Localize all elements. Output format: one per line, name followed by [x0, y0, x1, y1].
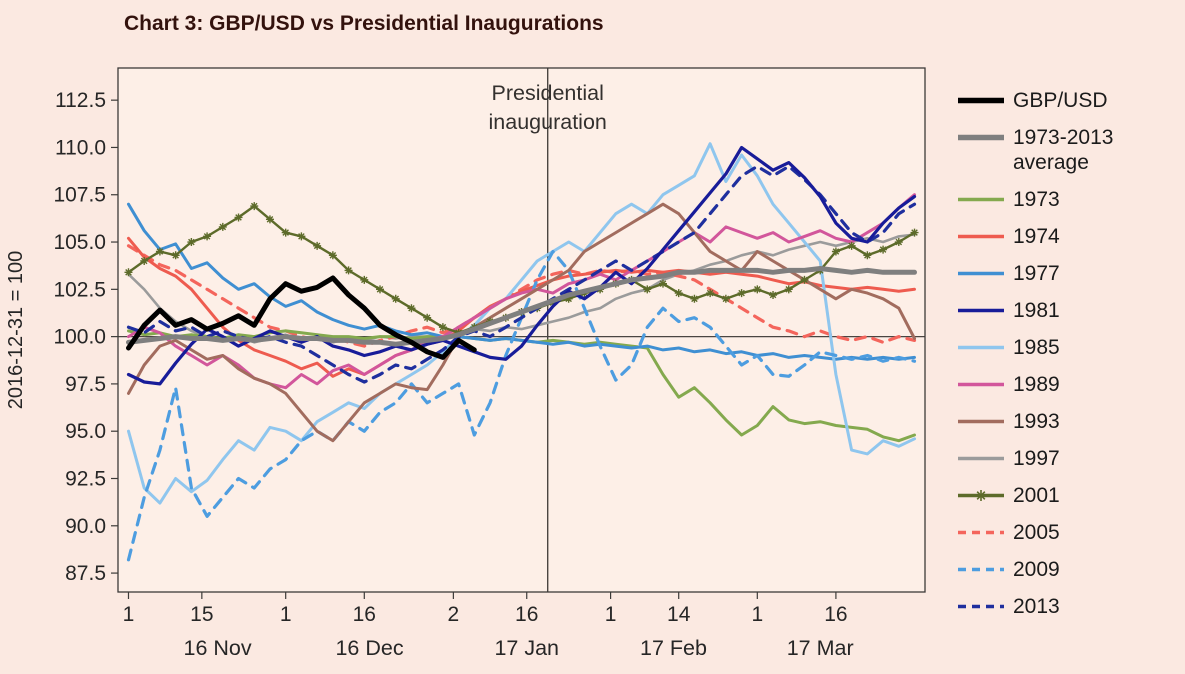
legend-swatch-2005-icon [958, 530, 1004, 535]
y-tick-label: 97.5 [65, 373, 106, 396]
x-month-label: 17 Jan [494, 636, 559, 660]
legend-swatch-gbp-usd-icon [958, 97, 1004, 104]
legend-swatch-2013-icon [958, 604, 1004, 609]
plot-border [117, 67, 926, 593]
y-tick-label: 107.5 [53, 184, 106, 207]
y-tick-label: 112.5 [55, 89, 106, 112]
legend-item-2005: 2005 [956, 520, 1135, 545]
x-month-label: 17 Feb [640, 636, 707, 660]
legend-swatch-1989-icon [958, 382, 1004, 387]
legend-swatch-1981-icon [958, 308, 1004, 313]
y-tick-label: 105.0 [53, 231, 106, 254]
x-month-label: 16 Nov [184, 636, 252, 660]
legend-label: 2009 [1013, 558, 1060, 581]
legend-item-2001: 2001 [956, 483, 1135, 508]
chart-title: Chart 3: GBP/USD vs Presidential Inaugur… [124, 12, 604, 35]
inauguration-label-line-2: inauguration [489, 110, 607, 134]
legend-swatch-1977-icon [958, 271, 1004, 276]
legend-label: 1973-2013 average [1013, 126, 1114, 174]
legend-swatch-1974-icon [958, 234, 1004, 239]
y-axis-label: 2016-12-31 = 100 [5, 251, 27, 409]
chart-canvas: 2016-12-31 = 100 112.5 110.0 107.5 105.0 102… [5, 67, 926, 660]
legend-item-1993: 1993 [956, 409, 1135, 434]
y-tick-label: 95.0 [65, 420, 106, 443]
legend-swatch-1985-icon [958, 345, 1004, 350]
series-line-1993 [127, 202, 916, 443]
inauguration-label-line-1: Presidential [492, 81, 604, 105]
y-tick-label: 100.0 [53, 326, 106, 349]
y-tick-label: 90.0 [65, 515, 106, 538]
x-tick-label: 1 [751, 603, 763, 626]
legend-swatch-1973-icon [958, 197, 1004, 202]
y-tick-label: 102.5 [53, 278, 106, 301]
legend-label: 1977 [1013, 262, 1060, 285]
legend-swatch-1973-2013-average-icon [958, 134, 1004, 141]
y-tick-label: 92.5 [65, 467, 106, 490]
x-tick-label: 1 [123, 603, 135, 626]
legend-label: 2013 [1013, 595, 1060, 618]
x-tick-label: 16 [515, 603, 538, 626]
legend-item-1997: 1997 [956, 446, 1135, 471]
legend-item-1974: 1974 [956, 224, 1135, 249]
legend-swatch-1997-icon [958, 456, 1004, 461]
series-line-gbp-usd [126, 275, 477, 360]
x-month-label: 16 Dec [335, 636, 403, 660]
legend-label: 1985 [1013, 336, 1060, 359]
legend-item-1973: 1973 [956, 187, 1135, 212]
series-line-1977 [127, 202, 916, 361]
legend-label: 1973 [1013, 188, 1060, 211]
legend-swatch-2009-icon [958, 567, 1004, 572]
x-tick-label: 2 [448, 603, 460, 626]
legend-label: 1981 [1013, 299, 1060, 322]
legend-swatch-1993-icon [958, 419, 1004, 424]
legend-item-1989: 1989 [956, 372, 1135, 397]
y-tick-label: 110.0 [55, 136, 106, 159]
x-tick-label: 1 [280, 603, 292, 626]
series-line-1974 [127, 236, 916, 378]
legend-item-1973-2013-average: 1973-2013 average [956, 125, 1135, 175]
x-tick-label: 15 [190, 603, 213, 626]
x-tick-label: 14 [667, 603, 691, 626]
series-line-1973-2013-average [126, 266, 917, 347]
legend-label: 1997 [1013, 447, 1060, 470]
legend-label: GBP/USD [1013, 89, 1108, 112]
legend-item-gbp-usd: GBP/USD [956, 88, 1135, 113]
x-month-label: 17 Mar [787, 636, 854, 660]
legend: GBP/USD 1973-2013 average 1973 1974 1977 1981… [956, 88, 1135, 619]
legend-item-1985: 1985 [956, 335, 1135, 360]
legend-item-2013: 2013 [956, 594, 1135, 619]
x-tick-label: 16 [353, 603, 376, 626]
series-line-1981 [126, 145, 917, 386]
y-tick-label: 87.5 [65, 562, 106, 585]
legend-label: 2001 [1013, 484, 1060, 507]
legend-item-1981: 1981 [956, 298, 1135, 323]
x-tick-label: 16 [824, 603, 847, 626]
legend-item-2009: 2009 [956, 557, 1135, 582]
legend-label: 2005 [1013, 521, 1060, 544]
legend-label: 1989 [1013, 373, 1060, 396]
legend-item-1977: 1977 [956, 261, 1135, 286]
legend-label: 1993 [1013, 410, 1060, 433]
x-tick-label: 1 [605, 603, 617, 626]
legend-label: 1974 [1013, 225, 1060, 248]
series-line-1985 [127, 142, 916, 505]
legend-swatch-2001-icon [958, 490, 1004, 501]
